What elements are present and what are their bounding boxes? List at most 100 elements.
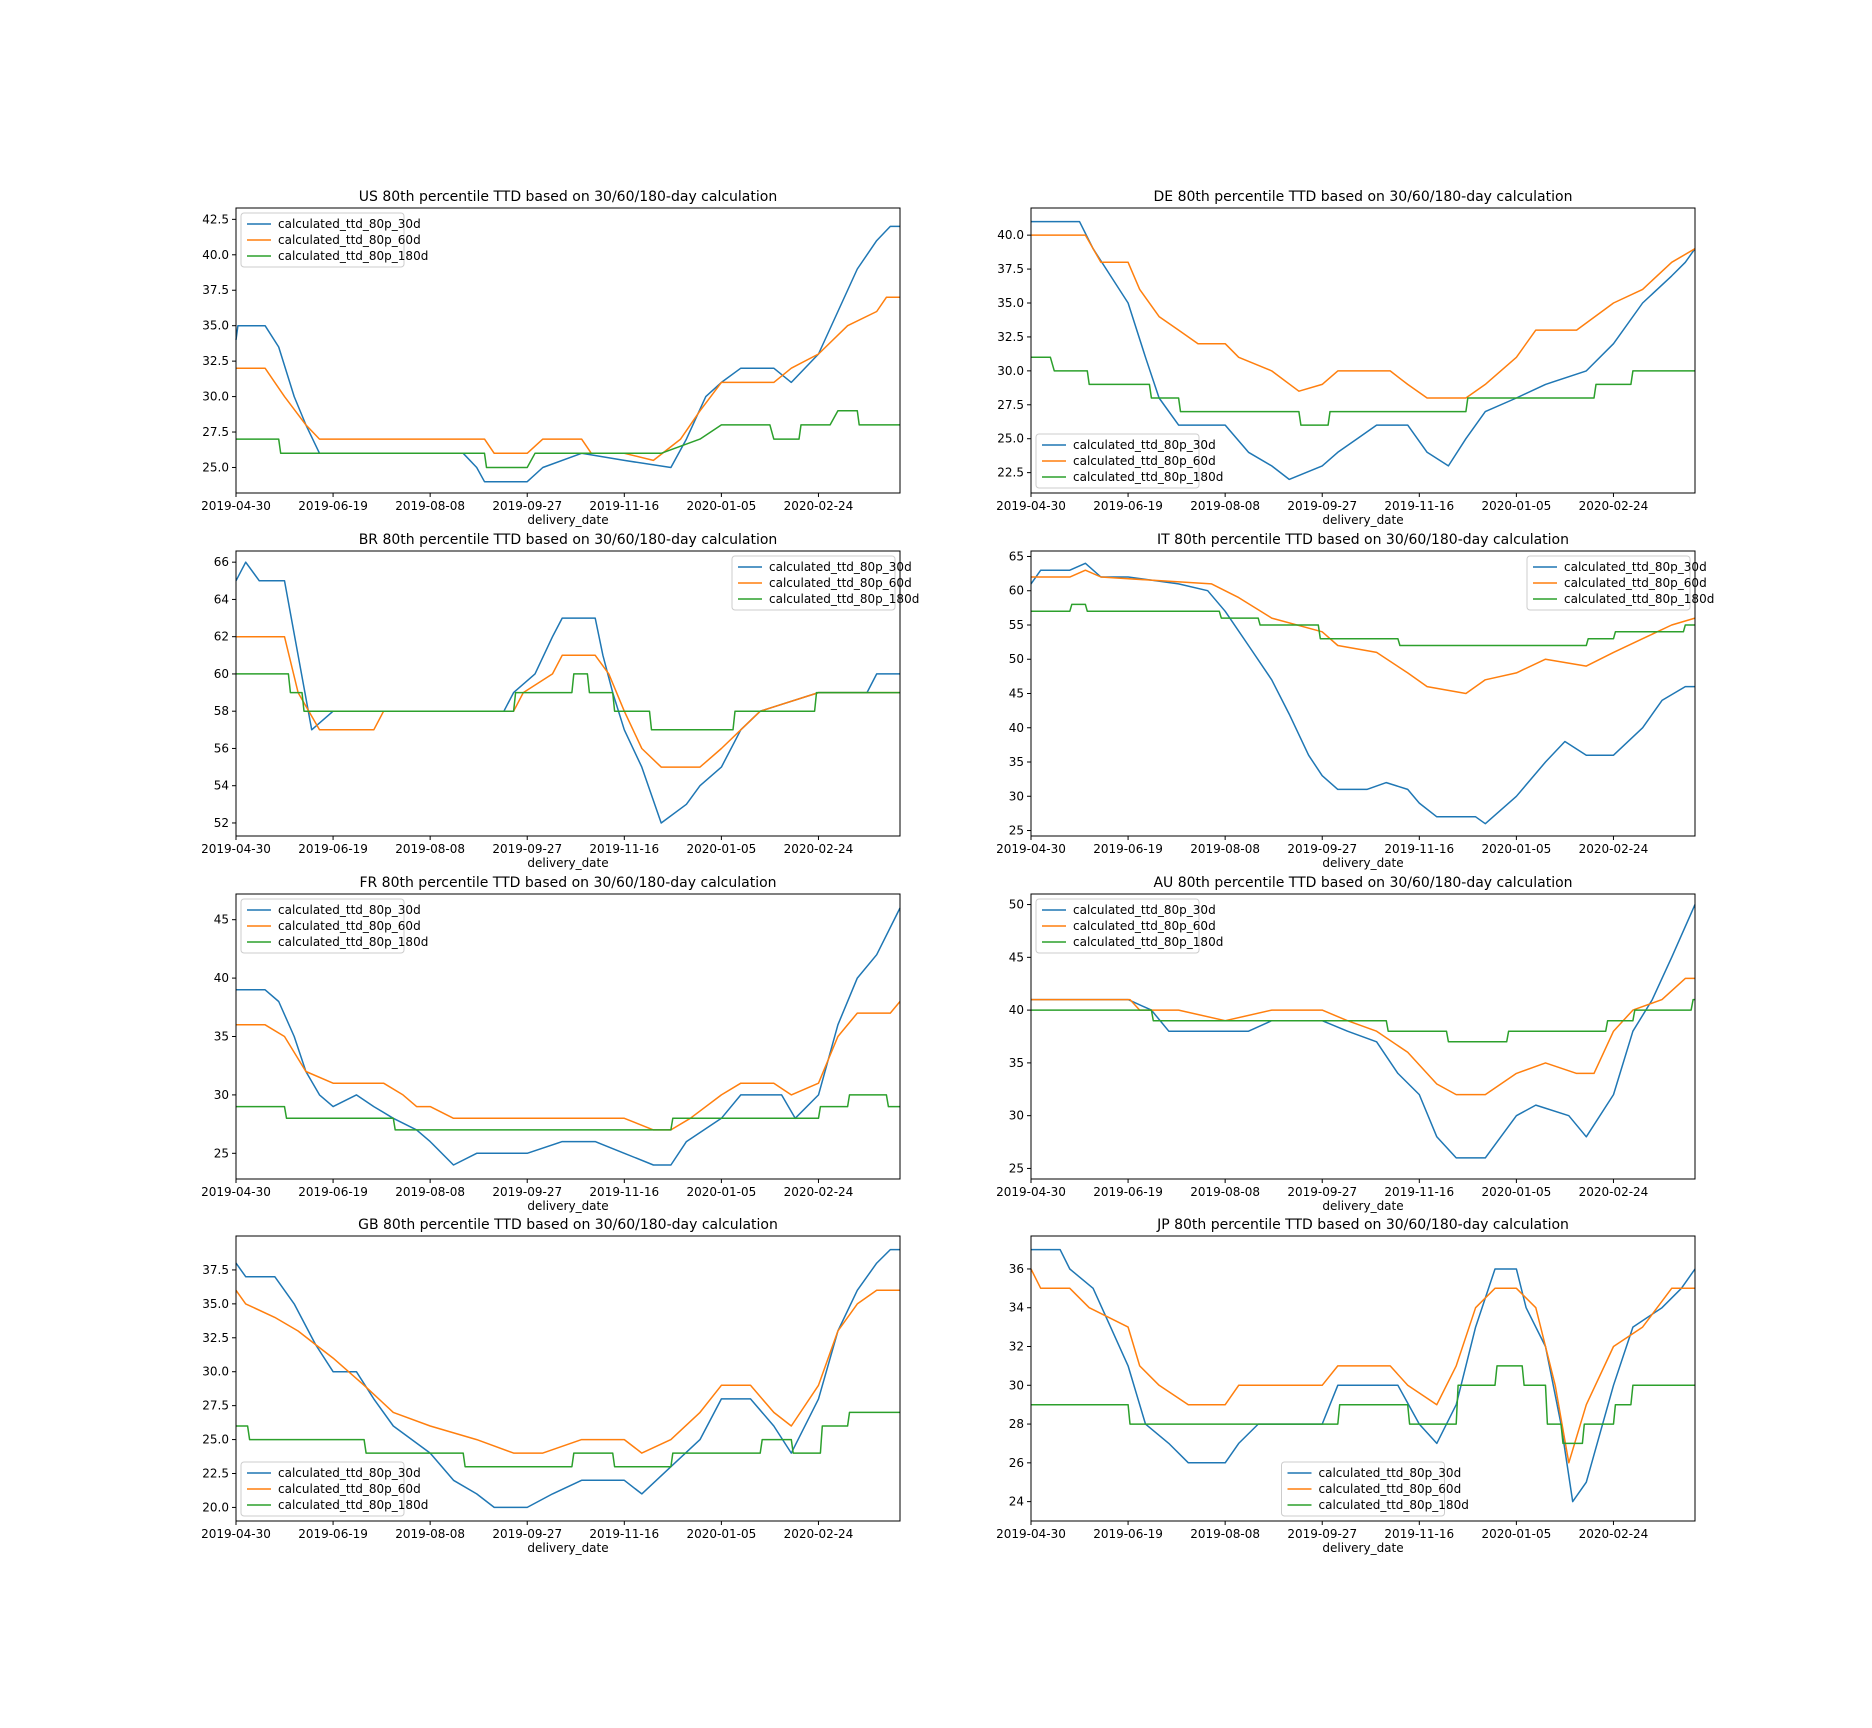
x-axis-label: delivery_date [1322,1541,1403,1555]
y-tick-label: 26 [1009,1456,1024,1470]
series-line-calculated_ttd_80p_30d [235,225,900,483]
legend-label: calculated_ttd_80p_180d [1564,592,1714,606]
subplot-title: BR 80th percentile TTD based on 30/60/18… [359,532,778,548]
y-tick-label: 36 [1009,1262,1024,1276]
series-line-calculated_ttd_80p_30d [236,907,901,1166]
y-tick-label: 37.5 [202,283,229,297]
legend-label: calculated_ttd_80p_30d [769,560,912,574]
y-tick-label: 30.0 [202,390,229,404]
legend: calculated_ttd_80p_30d calculated_ttd_80p… [731,555,919,611]
series-line-calculated_ttd_80p_180d [236,410,900,469]
subplot-title: GB 80th percentile TTD based on 30/60/18… [358,1217,778,1233]
x-tick-label: 2019-09-27 [1287,1527,1357,1541]
legend: calculated_ttd_80p_30d calculated_ttd_80p… [1035,433,1223,489]
y-tick-label: 25.0 [997,432,1024,446]
y-tick-label: 40.0 [202,248,229,262]
legend-label: calculated_ttd_80p_180d [278,1498,428,1512]
x-tick-label: 2019-11-16 [589,499,659,513]
y-tick-label: 35 [214,1030,229,1044]
y-tick-label: 65 [1009,549,1024,563]
x-tick-label: 2019-08-08 [395,499,465,513]
legend-label: calculated_ttd_80p_30d [278,1466,421,1480]
y-tick-label: 32.5 [202,1331,229,1345]
subplot-title: US 80th percentile TTD based on 30/60/18… [359,189,777,205]
y-tick-label: 27.5 [202,425,229,439]
legend-label: calculated_ttd_80p_60d [1564,576,1707,590]
y-tick-label: 30.0 [997,364,1024,378]
subplot-2: BR 80th percentile TTD based on 30/60/18… [201,532,919,870]
x-axis-label: delivery_date [1322,1199,1403,1213]
x-tick-label: 2020-01-05 [687,842,757,856]
legend: calculated_ttd_80p_30d calculated_ttd_80p… [240,212,428,268]
axes-frame [1030,1235,1696,1522]
legend-box [1035,898,1200,954]
x-tick-label: 2019-08-08 [395,1185,465,1199]
x-tick-label: 2019-04-30 [201,1185,271,1199]
x-tick-label: 2019-04-30 [201,842,271,856]
y-tick-label: 66 [214,555,229,569]
x-tick-label: 2019-06-19 [298,1527,368,1541]
y-tick-label: 22.5 [202,1467,229,1481]
legend: calculated_ttd_80p_30d calculated_ttd_80p… [1035,898,1223,954]
legend-label: calculated_ttd_80p_180d [769,592,919,606]
y-tick-label: 55 [1009,618,1024,632]
x-tick-label: 2019-09-27 [492,842,562,856]
y-tick-label: 35 [1009,755,1024,769]
subplot-6: GB 80th percentile TTD based on 30/60/18… [201,1217,901,1555]
x-tick-label: 2019-11-16 [589,842,659,856]
x-tick-label: 2020-02-24 [784,499,854,513]
y-tick-label: 30.0 [202,1365,229,1379]
y-tick-label: 62 [214,630,229,644]
series-line-calculated_ttd_80p_180d [1031,603,1695,647]
x-tick-label: 2019-11-16 [589,1185,659,1199]
y-tick-label: 30 [1009,1378,1024,1392]
x-tick-label: 2019-08-08 [395,1527,465,1541]
x-tick-label: 2019-09-27 [492,499,562,513]
y-tick-label: 25 [214,1146,229,1160]
legend-box [240,898,405,954]
x-tick-label: 2019-04-30 [996,842,1066,856]
legend: calculated_ttd_80p_30d calculated_ttd_80p… [1526,555,1714,611]
x-tick-label: 2019-11-16 [1384,1185,1454,1199]
x-tick-label: 2019-04-30 [201,499,271,513]
series-line-calculated_ttd_80p_180d [236,1094,900,1131]
y-tick-label: 35.0 [202,1297,229,1311]
y-tick-label: 40 [1009,721,1024,735]
x-tick-label: 2019-11-16 [1384,1527,1454,1541]
series-line-calculated_ttd_80p_180d [236,673,900,731]
axes-frame [235,550,901,837]
y-tick-label: 27.5 [202,1399,229,1413]
y-tick-label: 20.0 [202,1500,229,1514]
y-tick-label: 58 [214,704,229,718]
y-tick-label: 32.5 [997,330,1024,344]
series-line-calculated_ttd_80p_60d [235,1289,900,1454]
x-tick-label: 2020-02-24 [1579,1527,1649,1541]
series-line-calculated_ttd_80p_60d [236,296,900,462]
y-tick-label: 30 [1009,1109,1024,1123]
x-tick-label: 2020-01-05 [1482,499,1552,513]
legend-label: calculated_ttd_80p_180d [278,249,428,263]
legend-label: calculated_ttd_80p_180d [1319,1498,1469,1512]
x-tick-label: 2019-04-30 [996,1185,1066,1199]
subplot-0: US 80th percentile TTD based on 30/60/18… [201,189,901,527]
legend: calculated_ttd_80p_30d calculated_ttd_80p… [240,1461,428,1517]
y-tick-label: 54 [214,779,229,793]
legend-box [1281,1461,1445,1517]
x-tick-label: 2020-01-05 [1482,842,1552,856]
series-line-calculated_ttd_80p_180d [236,1411,900,1468]
x-tick-label: 2019-06-19 [298,842,368,856]
x-tick-label: 2019-09-27 [1287,499,1357,513]
series-line-calculated_ttd_80p_180d [1031,998,1695,1043]
legend-label: calculated_ttd_80p_60d [1073,454,1216,468]
legend-box [240,1461,405,1517]
subplot-title: FR 80th percentile TTD based on 30/60/18… [359,875,776,891]
legend-label: calculated_ttd_80p_180d [1073,470,1223,484]
x-tick-label: 2019-06-19 [298,1185,368,1199]
y-tick-label: 34 [1009,1301,1024,1315]
subplot-4: FR 80th percentile TTD based on 30/60/18… [201,875,901,1213]
legend-label: calculated_ttd_80p_30d [1073,903,1216,917]
x-tick-label: 2019-08-08 [1190,1185,1260,1199]
legend-label: calculated_ttd_80p_180d [278,935,428,949]
series-line-calculated_ttd_80p_180d [1031,356,1695,426]
